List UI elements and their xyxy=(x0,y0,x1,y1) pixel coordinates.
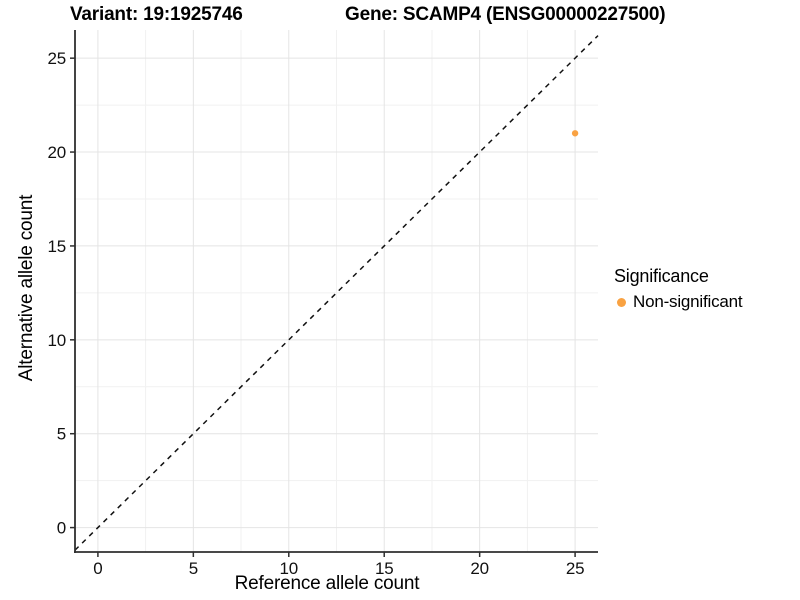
x-tick-label: 0 xyxy=(93,559,102,578)
plot-title-variant: Variant: 19:1925746 xyxy=(70,4,243,25)
legend-title: Significance xyxy=(614,266,709,286)
x-tick-label: 10 xyxy=(280,559,299,578)
y-tick-label: 25 xyxy=(47,49,66,68)
legend-entry: Non-significant xyxy=(617,292,743,312)
y-tick-label: 15 xyxy=(47,237,66,256)
plot-title-gene: Gene: SCAMP4 (ENSG00000227500) xyxy=(345,4,666,25)
x-tick-label: 20 xyxy=(470,559,489,578)
legend: Significance Non-significant xyxy=(614,266,743,312)
legend-point-icon xyxy=(617,297,626,307)
y-tick-label: 20 xyxy=(47,143,66,162)
y-tick-label: 0 xyxy=(57,519,66,538)
data-point xyxy=(571,130,579,137)
x-tick-label: 5 xyxy=(189,559,198,578)
y-axis-title: Alternative allele count xyxy=(16,194,37,382)
x-axis-title: Reference allele count xyxy=(234,573,420,594)
x-tick-label: 25 xyxy=(566,559,585,578)
x-tick-label: 15 xyxy=(375,559,394,578)
y-tick-label: 10 xyxy=(47,331,66,350)
identity-dashed-line xyxy=(74,35,599,551)
plot-panel: 0 5 10 15 20 25 0 5 10 15 20 25 xyxy=(47,30,599,578)
legend-entry-label: Non-significant xyxy=(633,292,743,311)
y-tick-label: 5 xyxy=(57,425,66,444)
